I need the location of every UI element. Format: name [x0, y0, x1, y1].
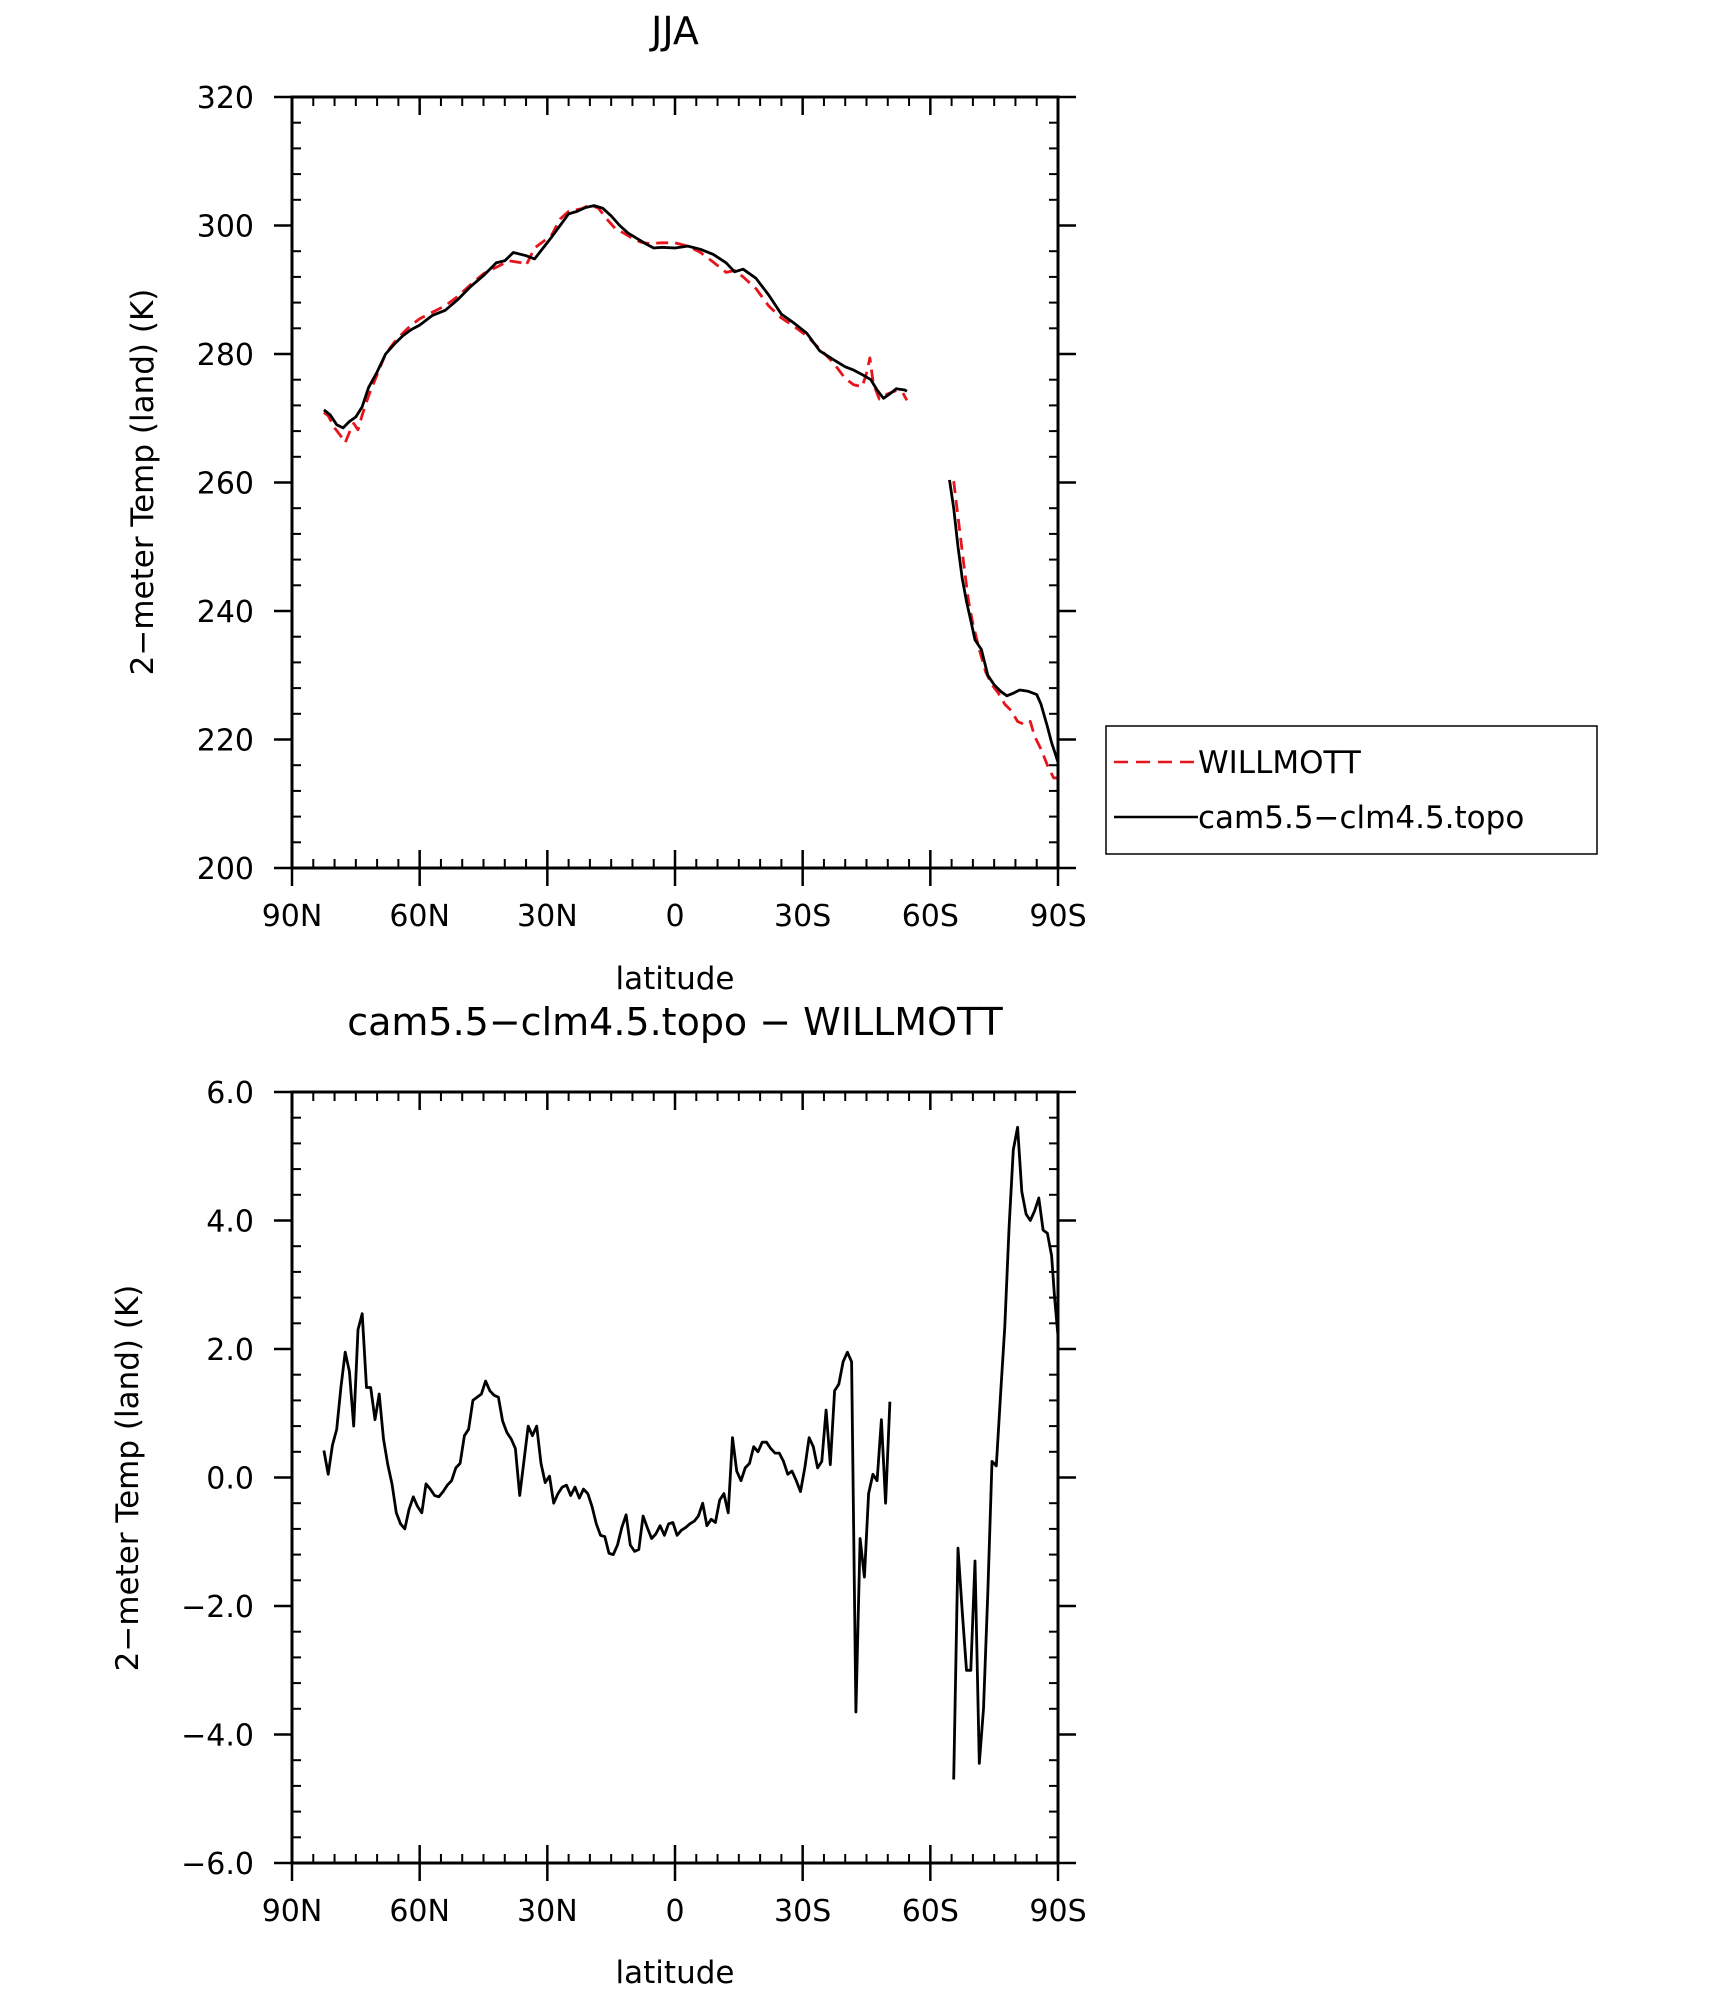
x-tick-label: 30N — [517, 1894, 578, 1929]
x-tick-label: 30S — [774, 1894, 831, 1929]
y-tick-label: 240 — [197, 595, 254, 630]
x-tick-label: 90S — [1029, 899, 1086, 934]
y-tick-labels: 200 220 240 260 280 300 320 — [197, 81, 254, 887]
axis-ticks — [274, 1090, 1076, 1881]
series-line-0 — [952, 481, 1058, 780]
x-axis-title: latitude — [616, 961, 735, 997]
y-tick-label: 0.0 — [206, 1462, 254, 1497]
legend-label-willmott: WILLMOTT — [1198, 745, 1362, 781]
legend: WILLMOTT cam5.5−clm4.5.topo — [1105, 725, 1598, 855]
x-tick-label: 60S — [902, 1894, 959, 1929]
y-tick-label: 4.0 — [206, 1205, 254, 1240]
x-tick-labels: 90N 60N 30N 0 30S 60S 90S — [262, 1894, 1087, 1929]
series-line-0 — [323, 203, 909, 445]
y-tick-labels: −6.0 −4.0 −2.0 0.0 2.0 4.0 6.0 — [181, 1076, 254, 1882]
x-axis-title: latitude — [616, 1955, 735, 1991]
y-tick-label: 6.0 — [206, 1076, 254, 1111]
x-tick-label: 60S — [902, 899, 959, 934]
plot-frame — [290, 95, 1060, 870]
x-tick-label: 90S — [1029, 1894, 1086, 1929]
y-tick-label: −2.0 — [181, 1590, 254, 1625]
legend-box — [1105, 725, 1598, 855]
series-line-0 — [322, 1312, 892, 1714]
y-tick-label: −4.0 — [181, 1719, 254, 1754]
y-tick-label: 2.0 — [206, 1333, 254, 1368]
y-axis-title: 2−meter Temp (land) (K) — [125, 289, 161, 676]
y-tick-label: 320 — [197, 81, 254, 116]
y-tick-label: 260 — [197, 467, 254, 502]
x-tick-label: 30N — [517, 899, 578, 934]
panel-jja: JJA 2−meter Temp (land) (K) latitude 90N… — [125, 9, 1087, 997]
y-axis-title: 2−meter Temp (land) (K) — [110, 1285, 146, 1672]
x-tick-label: 60N — [389, 1894, 450, 1929]
y-tick-label: 200 — [197, 852, 254, 887]
y-tick-label: 220 — [197, 724, 254, 759]
x-tick-label: 30S — [774, 899, 831, 934]
series-line-1 — [948, 479, 1060, 763]
x-tick-labels: 90N 60N 30N 0 30S 60S 90S — [262, 899, 1087, 934]
plot-area — [322, 1125, 1060, 1780]
plot-area — [323, 203, 1060, 780]
x-tick-label: 90N — [262, 899, 323, 934]
x-tick-label: 60N — [389, 899, 450, 934]
panel-title: cam5.5−clm4.5.topo − WILLMOTT — [347, 1000, 1003, 1044]
plot-frame — [290, 1090, 1060, 1865]
legend-label-model: cam5.5−clm4.5.topo — [1198, 800, 1524, 836]
y-tick-label: −6.0 — [181, 1847, 254, 1882]
panel-difference: cam5.5−clm4.5.topo − WILLMOTT 2−meter Te… — [110, 1000, 1087, 1991]
x-tick-label: 90N — [262, 1894, 323, 1929]
x-tick-label: 0 — [665, 899, 684, 934]
x-tick-label: 0 — [665, 1894, 684, 1929]
y-tick-label: 280 — [197, 338, 254, 373]
panel-title: JJA — [649, 9, 699, 53]
series-line-1 — [323, 204, 908, 430]
y-tick-label: 300 — [197, 210, 254, 245]
series-line-0 — [952, 1125, 1060, 1780]
